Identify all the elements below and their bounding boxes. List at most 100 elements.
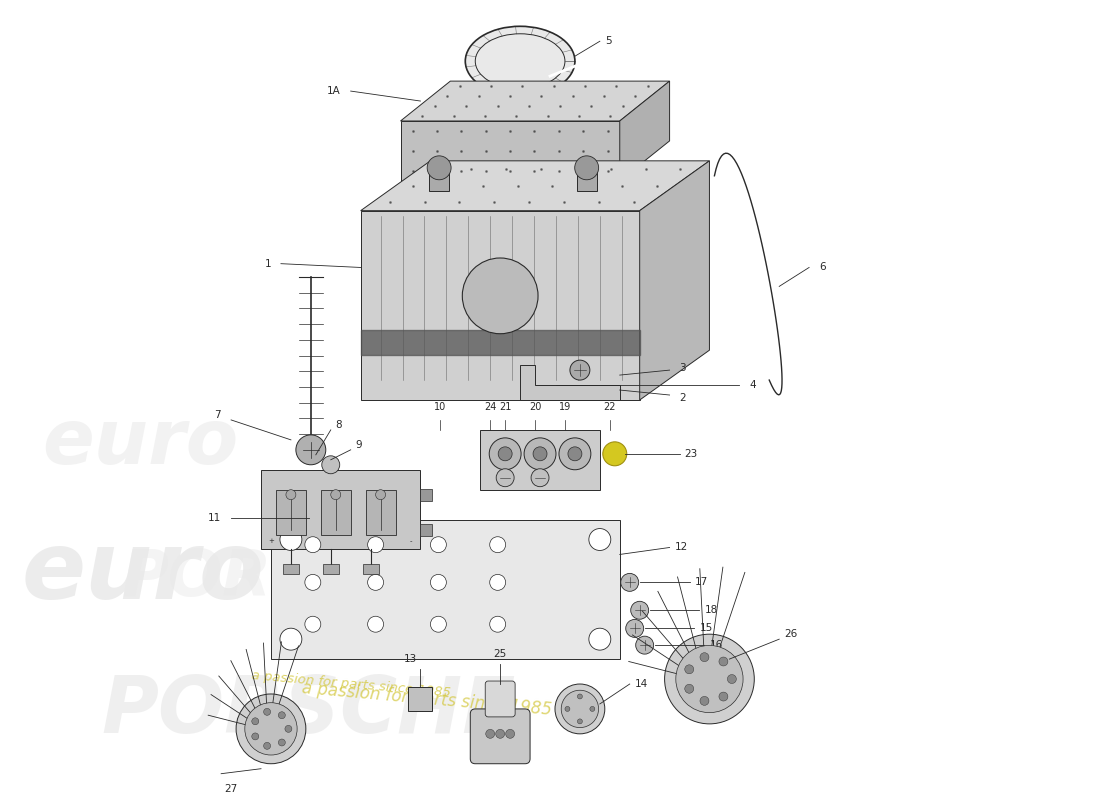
Text: 13: 13 — [404, 654, 417, 664]
Text: 26: 26 — [784, 629, 798, 639]
Circle shape — [588, 529, 610, 550]
Polygon shape — [261, 470, 420, 550]
Circle shape — [236, 694, 306, 764]
Circle shape — [498, 447, 513, 461]
Text: 27: 27 — [224, 784, 238, 794]
Circle shape — [279, 628, 301, 650]
Text: 14: 14 — [635, 679, 648, 689]
Text: 20: 20 — [529, 402, 541, 412]
Circle shape — [506, 730, 515, 738]
Text: 12: 12 — [674, 542, 688, 553]
Circle shape — [430, 574, 447, 590]
Bar — [420, 489, 432, 501]
Circle shape — [278, 739, 285, 746]
Polygon shape — [520, 365, 619, 400]
Circle shape — [331, 490, 341, 500]
Circle shape — [664, 634, 755, 724]
Circle shape — [279, 529, 301, 550]
Text: 8: 8 — [336, 420, 342, 430]
Text: 5: 5 — [605, 36, 612, 46]
Circle shape — [534, 447, 547, 461]
Circle shape — [675, 646, 744, 713]
Circle shape — [490, 438, 521, 470]
Circle shape — [252, 718, 258, 725]
Text: 4: 4 — [749, 380, 756, 390]
Text: 21: 21 — [499, 402, 512, 412]
Text: 10: 10 — [434, 402, 447, 412]
Bar — [481, 430, 600, 490]
Circle shape — [570, 360, 590, 380]
Polygon shape — [640, 161, 710, 400]
Text: 19: 19 — [559, 402, 571, 412]
FancyBboxPatch shape — [485, 681, 515, 717]
Text: 16: 16 — [710, 640, 723, 650]
Polygon shape — [361, 161, 710, 210]
Circle shape — [305, 574, 321, 590]
Circle shape — [264, 708, 271, 715]
Circle shape — [578, 694, 582, 699]
Text: 15: 15 — [700, 623, 713, 634]
Circle shape — [286, 490, 296, 500]
Circle shape — [496, 730, 505, 738]
Circle shape — [296, 435, 326, 465]
Circle shape — [305, 616, 321, 632]
Bar — [365, 490, 396, 534]
Circle shape — [578, 719, 582, 724]
Bar — [420, 523, 432, 535]
Circle shape — [524, 438, 556, 470]
Polygon shape — [271, 519, 619, 659]
Text: 6: 6 — [820, 262, 826, 273]
Bar — [321, 490, 351, 534]
Text: 23: 23 — [684, 449, 697, 459]
Text: 18: 18 — [704, 606, 717, 615]
Polygon shape — [465, 26, 575, 96]
Circle shape — [496, 469, 514, 486]
Bar — [322, 565, 339, 574]
Circle shape — [375, 490, 386, 500]
Text: 7: 7 — [214, 410, 221, 420]
Circle shape — [367, 616, 384, 632]
Circle shape — [630, 602, 649, 619]
Circle shape — [490, 574, 506, 590]
Circle shape — [719, 657, 728, 666]
Bar — [363, 565, 378, 574]
Text: -: - — [409, 538, 411, 545]
Polygon shape — [361, 210, 640, 400]
Circle shape — [427, 156, 451, 180]
Circle shape — [700, 653, 708, 662]
Circle shape — [490, 616, 506, 632]
Text: 1A: 1A — [327, 86, 341, 96]
Circle shape — [568, 447, 582, 461]
Circle shape — [685, 684, 694, 694]
Circle shape — [700, 697, 708, 706]
Text: +: + — [268, 538, 274, 545]
Text: a passion for parts since 1985: a passion for parts since 1985 — [251, 669, 451, 699]
Circle shape — [531, 469, 549, 486]
Bar — [408, 687, 432, 711]
Circle shape — [252, 733, 258, 740]
Text: PORSCHE: PORSCHE — [121, 547, 462, 610]
Circle shape — [590, 706, 595, 711]
Text: 1: 1 — [264, 258, 271, 269]
Text: 3: 3 — [680, 363, 686, 373]
Circle shape — [565, 706, 570, 711]
Circle shape — [559, 438, 591, 470]
Circle shape — [322, 456, 340, 474]
Text: 2: 2 — [680, 393, 686, 403]
Circle shape — [727, 674, 736, 683]
Circle shape — [264, 742, 271, 750]
Circle shape — [490, 537, 506, 553]
Circle shape — [574, 156, 598, 180]
Text: 17: 17 — [694, 578, 707, 587]
Text: 11: 11 — [208, 513, 221, 522]
Circle shape — [620, 574, 639, 591]
Text: PORSCHE: PORSCHE — [101, 673, 516, 749]
Bar — [576, 170, 596, 190]
Circle shape — [462, 258, 538, 334]
FancyBboxPatch shape — [471, 709, 530, 764]
Circle shape — [626, 619, 644, 638]
Text: a passion for parts since 1985: a passion for parts since 1985 — [301, 679, 552, 719]
Circle shape — [305, 537, 321, 553]
Circle shape — [556, 684, 605, 734]
Circle shape — [561, 690, 598, 728]
